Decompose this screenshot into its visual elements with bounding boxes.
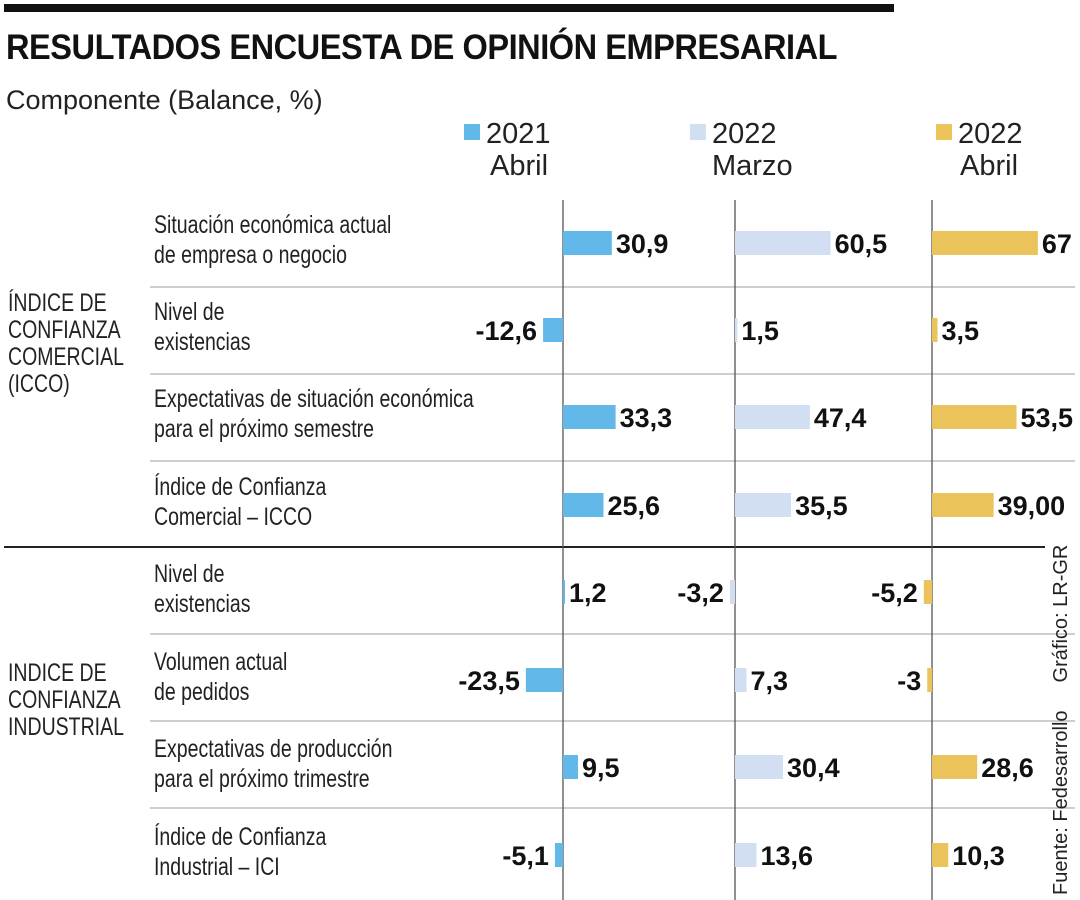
row-label: Nivel de existencias [154, 298, 251, 356]
data-label: -5,2 [871, 578, 918, 608]
credit-text: Gráfico: LR-GR [1050, 544, 1072, 683]
bar [932, 318, 938, 342]
data-label: 25,6 [607, 491, 660, 521]
data-label: 47,4 [814, 403, 867, 433]
legend-swatch [690, 124, 706, 140]
data-label: 1,5 [741, 316, 779, 346]
group-label: INDICE DE CONFIANZA INDUSTRIAL [8, 659, 124, 741]
data-label: -23,5 [458, 666, 520, 696]
data-label: -3,2 [677, 578, 724, 608]
data-label: 13,6 [760, 841, 813, 871]
bar [563, 755, 579, 779]
legend-year: 2022 [958, 118, 1023, 150]
data-label: -5,1 [502, 841, 549, 871]
chart-title: RESULTADOS ENCUESTA DE OPINIÓN EMPRESARI… [6, 28, 838, 67]
row-label: Expectativas de situación económica para … [154, 385, 474, 443]
legend-swatch [936, 124, 952, 140]
legend-year: 2022 [712, 118, 777, 150]
bar [932, 493, 994, 517]
bar [735, 318, 738, 342]
top-rule [4, 4, 894, 12]
data-label: 33,3 [620, 403, 673, 433]
bar [735, 668, 747, 692]
bar [932, 755, 978, 779]
data-label: 7,3 [751, 666, 789, 696]
legend-month: Abril [960, 150, 1019, 182]
bar [563, 580, 565, 604]
legend-swatch [464, 124, 480, 140]
data-label: -3 [897, 666, 921, 696]
bar [729, 580, 735, 604]
data-label: -12,6 [476, 316, 538, 346]
bar [735, 405, 810, 429]
bar [735, 493, 792, 517]
row-label: Índice de Confianza Industrial – ICI [154, 823, 327, 881]
data-label: 39,00 [998, 491, 1066, 521]
bar [927, 668, 932, 692]
data-label: 10,3 [952, 841, 1005, 871]
source-text: Fuente: Fedesarrollo [1050, 710, 1072, 895]
bar [932, 231, 1038, 255]
bar [563, 231, 612, 255]
data-label: 67 [1042, 229, 1072, 259]
data-label: 60,5 [835, 229, 888, 259]
row-label: Situación económica actual de empresa o n… [154, 211, 392, 269]
chart-subtitle: Componente (Balance, %) [6, 85, 323, 115]
bar [735, 843, 757, 867]
data-label: 53,5 [1021, 403, 1074, 433]
legend-month: Marzo [712, 150, 793, 182]
row-label: Volumen actual de pedidos [154, 648, 288, 706]
bar [735, 755, 784, 779]
bar [554, 843, 563, 867]
row-label: Nivel de existencias [154, 560, 251, 618]
data-label: 30,9 [616, 229, 669, 259]
group-label: ÍNDICE DE CONFIANZA COMERCIAL (ICCO) [8, 289, 124, 398]
bar [563, 405, 616, 429]
bar [525, 668, 563, 692]
row-label: Índice de Confianza Comercial – ICCO [154, 473, 327, 531]
source-note: Fuente: Fedesarrollo Gráfico: LR-GR [1050, 517, 1073, 895]
data-label: 3,5 [942, 316, 980, 346]
data-label: 1,2 [569, 578, 607, 608]
data-label: 9,5 [582, 753, 620, 783]
data-label: 35,5 [795, 491, 848, 521]
bar [923, 580, 932, 604]
bar [735, 231, 831, 255]
legend-year: 2021 [486, 118, 551, 150]
bar [563, 493, 604, 517]
bar [543, 318, 563, 342]
row-label: Expectativas de producción para el próxim… [154, 735, 393, 793]
bar [932, 405, 1017, 429]
data-label: 30,4 [787, 753, 840, 783]
legend-month: Abril [490, 150, 549, 182]
data-label: 28,6 [981, 753, 1034, 783]
bar [932, 843, 949, 867]
